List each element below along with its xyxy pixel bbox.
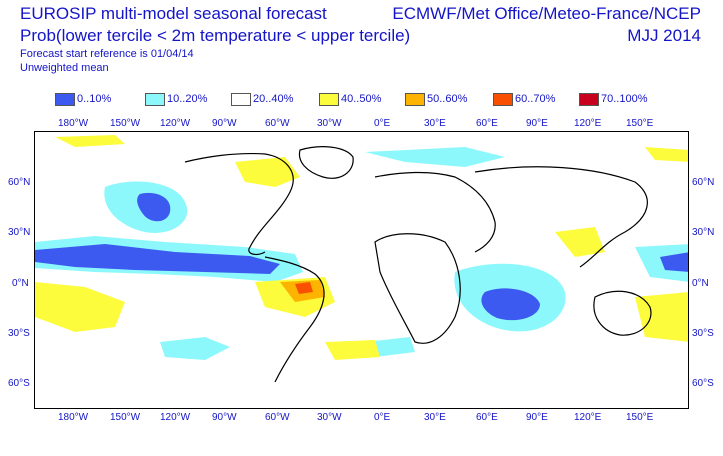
africa-coast	[374, 233, 461, 344]
coastlines	[184, 146, 652, 383]
lon-label-bottom: 60°E	[476, 412, 498, 423]
legend-label: 10..20%	[167, 93, 208, 105]
blue-probability-areas	[35, 192, 688, 321]
legend-label: 20..40%	[253, 93, 294, 105]
legend-label: 60..70%	[515, 93, 556, 105]
west-pacific-cyan	[635, 244, 688, 282]
south-pacific-cyan	[160, 337, 230, 360]
arctic-yellow-2	[645, 147, 688, 162]
lon-label-bottom: 150°W	[110, 412, 141, 423]
legend-label: 50..60%	[427, 93, 468, 105]
lat-label-left: 0°N	[12, 278, 29, 289]
brazil-red-orange	[295, 282, 313, 294]
world-map-panel	[34, 131, 689, 409]
lon-label-bottom: 30°E	[424, 412, 446, 423]
lon-label-top: 90°E	[526, 118, 548, 129]
north-pacific-blue	[137, 192, 171, 222]
south-pacific-yellow	[35, 282, 125, 332]
lon-label-top: 60°W	[265, 118, 290, 129]
lat-label-right: 60°N	[692, 177, 715, 188]
indian-ocean-blue	[481, 288, 540, 321]
lat-label-right: 30°N	[692, 227, 715, 238]
legend-swatch	[405, 93, 425, 106]
lon-label-bottom: 90°W	[212, 412, 237, 423]
asia-coast	[474, 166, 648, 268]
lon-label-bottom: 120°E	[574, 412, 602, 423]
world-map	[35, 135, 688, 383]
lon-label-top: 30°W	[317, 118, 342, 129]
lon-label-top: 60°E	[476, 118, 498, 129]
lon-label-top: 30°E	[424, 118, 446, 129]
legend-swatch	[55, 93, 75, 106]
australia-coast	[593, 290, 652, 336]
red-orange-probability-areas	[295, 282, 313, 294]
centres-label: ECMWF/Met Office/Meteo-France/NCEP	[392, 4, 701, 23]
lon-label-bottom: 90°E	[526, 412, 548, 423]
arctic-cyan	[365, 147, 505, 167]
forecast-start-reference: Forecast start reference is 01/04/14	[20, 48, 194, 60]
lon-label-top: 90°W	[212, 118, 237, 129]
lat-label-left: 60°N	[8, 177, 31, 188]
lon-label-top: 0°E	[374, 118, 391, 129]
legend-swatch	[231, 93, 251, 106]
legend-label: 0..10%	[77, 93, 112, 105]
map-title: EUROSIP multi-model seasonal forecast	[20, 4, 327, 23]
europe-coast	[374, 171, 496, 253]
lon-label-top: 120°E	[574, 118, 602, 129]
lat-label-left: 30°N	[8, 227, 31, 238]
lat-label-right: 60°S	[692, 378, 714, 389]
legend-label: 70..100%	[601, 93, 648, 105]
greenland-coast	[298, 146, 354, 179]
north-america-coast	[184, 152, 294, 256]
lon-label-bottom: 180°W	[58, 412, 89, 423]
lon-label-top: 180°W	[58, 118, 89, 129]
asia-yellow	[555, 227, 605, 257]
west-pacific-blue	[660, 252, 688, 272]
lon-label-bottom: 60°W	[265, 412, 290, 423]
lon-label-bottom: 150°E	[626, 412, 654, 423]
south-america-coast	[264, 256, 325, 383]
arctic-yellow-1	[55, 135, 125, 147]
probability-legend: 0..10% 10..20% 20..40% 40..50% 50..60% 6…	[55, 92, 655, 108]
legend-label: 40..50%	[341, 93, 382, 105]
legend-swatch	[145, 93, 165, 106]
legend-swatch	[493, 93, 513, 106]
lat-label-left: 30°S	[8, 328, 30, 339]
legend-swatch	[319, 93, 339, 106]
equatorial-pacific-blue	[35, 244, 280, 274]
weighting-note: Unweighted mean	[20, 62, 109, 74]
lon-label-top: 150°W	[110, 118, 141, 129]
map-subtitle: Prob(lower tercile < 2m temperature < up…	[20, 26, 411, 45]
lon-label-top: 120°W	[160, 118, 191, 129]
lat-label-right: 0°N	[692, 278, 709, 289]
lat-label-right: 30°S	[692, 328, 714, 339]
lon-label-bottom: 30°W	[317, 412, 342, 423]
lat-label-left: 60°S	[8, 378, 30, 389]
lon-label-bottom: 120°W	[160, 412, 191, 423]
season-label: MJJ 2014	[627, 26, 701, 45]
canada-yellow	[235, 157, 300, 187]
lon-label-bottom: 0°E	[374, 412, 391, 423]
lon-label-top: 150°E	[626, 118, 654, 129]
south-atlantic-yellow	[325, 340, 380, 360]
legend-swatch	[579, 93, 599, 106]
